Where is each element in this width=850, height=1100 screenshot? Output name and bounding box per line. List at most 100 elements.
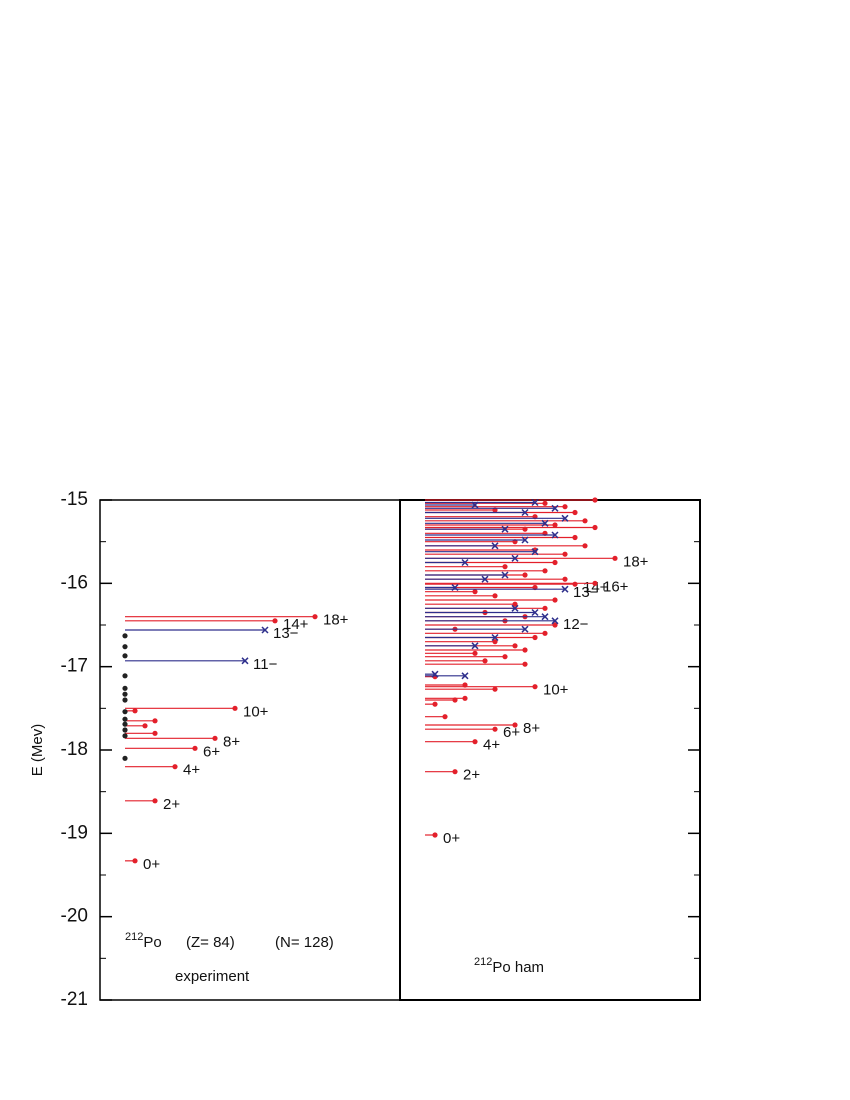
level-marker: [561, 514, 569, 522]
nucleus: Po: [143, 934, 161, 951]
level-marker: [472, 650, 478, 656]
nucleus: Po ham: [492, 959, 544, 976]
level-marker: [512, 722, 518, 728]
level-marker: [592, 580, 598, 586]
level-marker: [542, 605, 548, 611]
y-tick-label: -21: [61, 989, 88, 1010]
level-label: 8+: [523, 720, 540, 737]
level-marker: [122, 633, 128, 639]
level-label: 13−: [573, 584, 599, 601]
level-marker: [492, 686, 498, 692]
level-marker: [272, 618, 278, 624]
level-marker: [542, 568, 548, 574]
panel-nucleus: 212Po: [125, 931, 162, 951]
level-marker: [122, 733, 128, 739]
level-marker: [551, 617, 559, 625]
level-marker: [531, 548, 539, 556]
level-marker: [461, 672, 469, 680]
level-marker: [122, 691, 128, 697]
level-marker: [461, 558, 469, 567]
level-marker: [172, 764, 178, 770]
level-marker: [462, 682, 468, 688]
level-marker: [192, 745, 198, 751]
y-tick-label: -19: [61, 822, 88, 843]
level-marker: [492, 726, 498, 732]
level-label: 16+: [603, 578, 629, 595]
level-marker: [592, 524, 598, 531]
panel-nucleus: 212Po ham: [474, 956, 544, 976]
level-marker: [521, 508, 529, 517]
level-marker: [532, 634, 538, 641]
level-marker: [612, 555, 618, 561]
level-marker: [531, 608, 539, 617]
level-marker: [541, 519, 549, 527]
level-label: 10+: [543, 682, 569, 699]
level-label: 11−: [253, 656, 278, 673]
level-marker: [152, 718, 158, 724]
mass-number: 212: [474, 956, 492, 968]
level-marker: [212, 735, 218, 741]
level-label: 18+: [323, 612, 349, 629]
level-marker: [501, 571, 509, 579]
level-marker: [552, 597, 558, 603]
level-marker: [451, 583, 459, 592]
level-marker: [552, 559, 558, 566]
level-marker: [152, 730, 158, 736]
level-marker: [482, 658, 488, 664]
level-marker: [472, 739, 478, 745]
level-marker: [432, 701, 438, 707]
level-marker: [512, 643, 518, 649]
level-marker: [492, 639, 498, 645]
level-marker: [491, 542, 499, 550]
level-marker: [511, 604, 519, 612]
level-marker: [502, 654, 508, 660]
mass-number: 212: [125, 931, 143, 943]
level-label: 4+: [483, 737, 500, 754]
level-marker: [432, 832, 438, 838]
level-marker: [592, 497, 598, 503]
level-marker: [232, 705, 238, 711]
level-marker: [542, 500, 548, 506]
level-label: 2+: [463, 767, 480, 784]
level-marker: [122, 685, 128, 691]
level-marker: [502, 564, 508, 570]
level-marker: [572, 534, 578, 541]
level-marker: [122, 709, 128, 715]
level-marker: [501, 525, 509, 533]
level-marker: [122, 644, 128, 650]
level-marker: [122, 653, 128, 659]
level-marker: [531, 498, 539, 507]
level-marker: [261, 626, 269, 634]
level-marker: [551, 531, 559, 539]
y-tick-label: -20: [61, 906, 88, 927]
level-marker: [522, 647, 528, 653]
level-marker: [452, 769, 458, 775]
level-marker: [122, 721, 128, 727]
level-label: 6+: [503, 724, 520, 741]
level-marker: [492, 593, 498, 599]
level-marker: [122, 673, 128, 679]
level-marker: [511, 554, 519, 562]
panel-frame: [99, 499, 401, 1001]
level-marker: [541, 613, 549, 621]
level-marker: [462, 695, 468, 701]
level-label: 12−: [563, 616, 589, 633]
y-axis-label: E (Mev): [29, 724, 46, 777]
level-marker: [122, 697, 128, 703]
level-marker: [132, 708, 138, 714]
level-marker: [152, 798, 158, 804]
y-tick-label: -18: [61, 739, 88, 760]
level-marker: [542, 630, 548, 636]
level-marker: [122, 716, 128, 722]
level-marker: [442, 714, 448, 720]
level-marker: [582, 543, 588, 549]
level-marker: [582, 518, 588, 524]
level-label: 18+: [623, 553, 649, 570]
level-marker: [561, 585, 569, 593]
level-label: 0+: [443, 830, 460, 847]
level-marker: [472, 589, 478, 595]
level-label: 8+: [223, 733, 240, 750]
level-label: 6+: [203, 743, 220, 760]
level-marker: [142, 723, 148, 729]
